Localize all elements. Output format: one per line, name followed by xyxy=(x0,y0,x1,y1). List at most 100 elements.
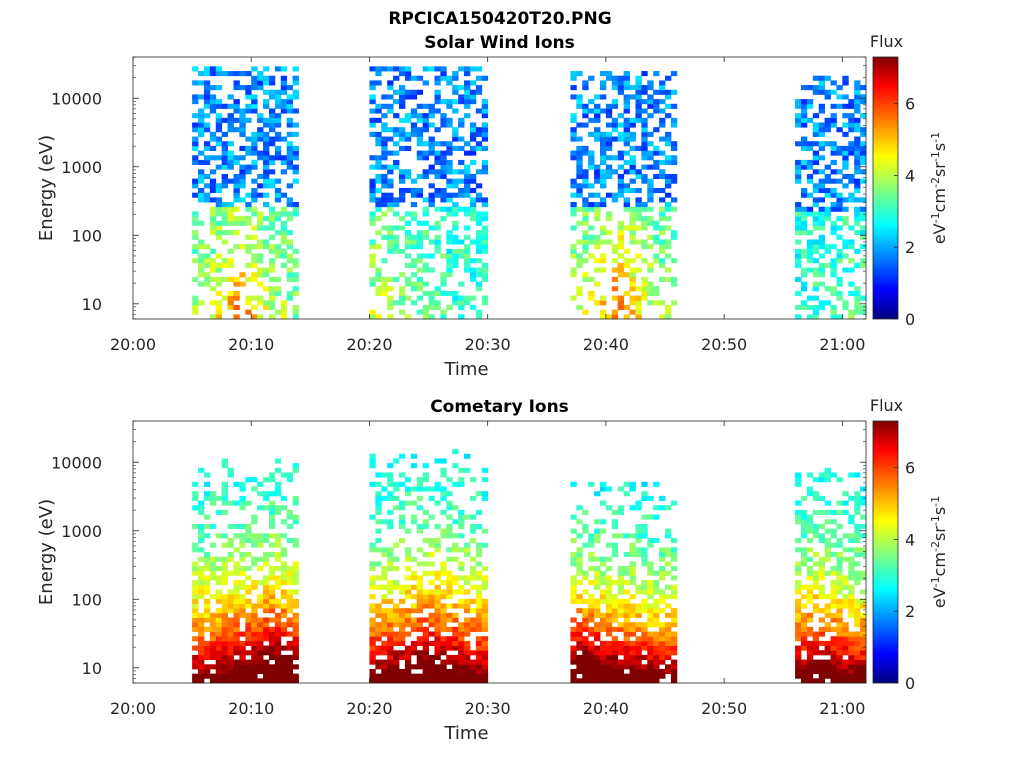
heatmap-cell xyxy=(434,188,441,194)
heatmap-cell xyxy=(227,537,234,544)
heatmap-cell xyxy=(475,626,483,632)
heatmap-cell xyxy=(251,542,258,548)
heatmap-cell xyxy=(233,594,240,600)
heatmap-cell xyxy=(594,603,601,609)
heatmap-cell xyxy=(641,127,648,133)
heatmap-cell xyxy=(192,220,199,226)
heatmap-cell xyxy=(842,164,849,170)
heatmap-cell xyxy=(818,169,826,175)
heatmap-cell xyxy=(611,533,619,539)
heatmap-cell xyxy=(369,650,376,656)
heatmap-cell xyxy=(588,295,595,301)
heatmap-cell xyxy=(812,239,820,245)
heatmap-cell xyxy=(611,580,619,586)
heatmap-cell xyxy=(399,225,406,231)
heatmap-cell xyxy=(617,173,625,180)
heatmap-cell xyxy=(812,220,820,226)
heatmap-cell xyxy=(215,626,223,632)
heatmap-cell xyxy=(369,481,376,487)
heatmap-cell xyxy=(245,622,252,628)
heatmap-cell xyxy=(239,197,246,203)
heatmap-cell xyxy=(268,141,276,147)
heatmap-cell xyxy=(623,580,630,586)
heatmap-cell xyxy=(812,216,820,222)
heatmap-cell xyxy=(464,547,471,553)
heatmap-cell xyxy=(665,173,672,180)
heatmap-cell xyxy=(198,533,205,539)
heatmap-cell xyxy=(410,211,418,217)
heatmap-cell xyxy=(416,230,424,236)
heatmap-cell xyxy=(393,113,400,119)
heatmap-cell xyxy=(795,650,802,656)
heatmap-cell xyxy=(446,248,453,254)
heatmap-cell xyxy=(274,552,282,558)
heatmap-cell xyxy=(399,197,406,203)
heatmap-cell xyxy=(570,631,577,637)
heatmap-cell xyxy=(842,509,849,515)
heatmap-cell xyxy=(404,89,412,95)
heatmap-cell xyxy=(800,286,808,292)
heatmap-cell xyxy=(399,300,406,306)
heatmap-cell xyxy=(806,678,814,684)
heatmap-cell xyxy=(800,528,808,534)
heatmap-cell xyxy=(292,650,299,656)
heatmap-cell xyxy=(446,159,453,166)
heatmap-cell xyxy=(481,640,489,646)
heatmap-cell xyxy=(239,533,246,539)
heatmap-cell xyxy=(393,234,400,240)
heatmap-cell xyxy=(830,262,837,268)
heatmap-cell xyxy=(599,178,607,184)
heatmap-cell xyxy=(434,673,441,679)
heatmap-cell xyxy=(404,659,412,665)
heatmap-cell xyxy=(192,122,199,128)
heatmap-cell xyxy=(239,570,246,576)
heatmap-cell xyxy=(599,561,607,567)
heatmap-cell xyxy=(806,304,814,311)
heatmap-cell xyxy=(464,631,471,637)
heatmap-cell xyxy=(860,622,867,628)
heatmap-cell xyxy=(404,678,412,684)
heatmap-cell xyxy=(594,608,601,614)
heatmap-cell xyxy=(475,309,483,315)
heatmap-cell xyxy=(617,566,625,572)
heatmap-cell xyxy=(653,150,660,156)
heatmap-cell xyxy=(647,262,654,268)
heatmap-cell xyxy=(292,272,299,278)
heatmap-cell xyxy=(806,314,814,320)
heatmap-cell xyxy=(239,631,246,637)
heatmap-cell xyxy=(641,580,648,586)
heatmap-cell xyxy=(582,258,589,264)
heatmap-cell xyxy=(209,267,217,273)
heatmap-cell xyxy=(422,267,429,273)
heatmap-cell xyxy=(594,173,601,180)
heatmap-cell xyxy=(227,556,234,562)
heatmap-cell xyxy=(481,491,489,497)
heatmap-cell xyxy=(806,570,814,576)
heatmap-cell xyxy=(215,594,223,600)
heatmap-cell xyxy=(806,164,814,170)
heatmap-cell xyxy=(830,668,837,675)
heatmap-cell xyxy=(848,664,855,670)
heatmap-cell xyxy=(440,155,447,161)
heatmap-cell xyxy=(286,122,293,128)
heatmap-cell xyxy=(670,281,678,287)
heatmap-cell xyxy=(824,173,831,180)
y-tick-label: 1000 xyxy=(61,522,102,541)
heatmap-cell xyxy=(422,290,429,297)
heatmap-cell xyxy=(599,309,607,315)
heatmap-cell xyxy=(800,117,808,123)
heatmap-cell xyxy=(227,262,234,268)
heatmap-cell xyxy=(369,281,376,287)
heatmap-cell xyxy=(245,584,252,590)
heatmap-cell xyxy=(617,664,625,670)
heatmap-cell xyxy=(647,164,654,170)
heatmap-cell xyxy=(233,99,240,105)
heatmap-cell xyxy=(410,594,418,600)
heatmap-cell xyxy=(842,636,849,642)
heatmap-cell xyxy=(481,626,489,632)
heatmap-cell xyxy=(830,594,837,600)
heatmap-cell xyxy=(440,159,447,166)
heatmap-cell xyxy=(434,500,441,506)
heatmap-cell xyxy=(659,99,666,105)
heatmap-cell xyxy=(434,594,441,600)
